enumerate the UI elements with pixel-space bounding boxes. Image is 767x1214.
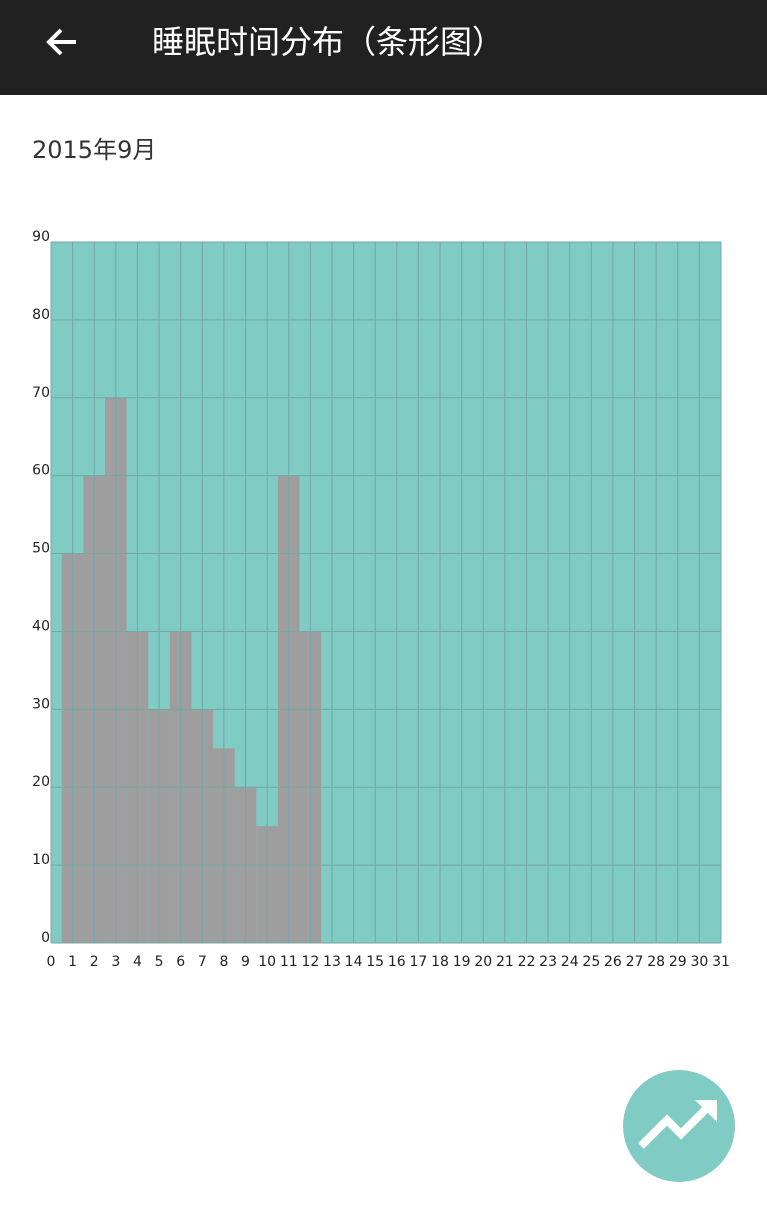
x-tick-label: 14	[345, 954, 363, 970]
fab-trend[interactable]	[623, 1070, 735, 1182]
y-tick-label: 80	[32, 307, 50, 323]
app-bar: 睡眠时间分布（条形图）	[0, 0, 767, 95]
x-tick-label: 7	[198, 954, 207, 970]
x-tick-label: 12	[301, 954, 319, 970]
x-tick-label: 22	[518, 954, 536, 970]
y-tick-label: 60	[32, 463, 50, 479]
x-tick-label: 16	[388, 954, 406, 970]
x-tick-label: 31	[712, 954, 730, 970]
x-tick-label: 13	[323, 954, 341, 970]
back-button[interactable]	[42, 22, 82, 62]
y-tick-label: 30	[32, 696, 50, 712]
x-tick-label: 6	[176, 954, 185, 970]
x-tick-label: 5	[155, 954, 164, 970]
y-tick-label: 20	[32, 774, 50, 790]
x-tick-label: 20	[474, 954, 492, 970]
x-tick-label: 2	[90, 954, 99, 970]
y-tick-label: 70	[32, 385, 50, 401]
x-tick-label: 28	[647, 954, 665, 970]
app-title: 睡眠时间分布（条形图）	[152, 23, 505, 61]
x-tick-label: 19	[453, 954, 471, 970]
x-tick-label: 27	[626, 954, 644, 970]
x-tick-label: 11	[280, 954, 298, 970]
chart: 0 1 2 3 4 5 6 7 8 9 10 11 12 13 14 15 16 17 18 19 20 21 22 23 24…	[32, 229, 730, 970]
x-tick-label: 24	[561, 954, 579, 970]
y-tick-label: 10	[32, 852, 50, 868]
x-tick-label: 25	[582, 954, 600, 970]
x-tick-label: 29	[669, 954, 687, 970]
y-tick-label: 90	[32, 229, 50, 245]
x-tick-label: 18	[431, 954, 449, 970]
y-tick-label: 50	[32, 541, 50, 557]
x-tick-label: 8	[219, 954, 228, 970]
y-tick-label: 0	[41, 930, 50, 946]
x-tick-label: 21	[496, 954, 514, 970]
x-tick-label: 0	[47, 954, 56, 970]
x-tick-label: 23	[539, 954, 557, 970]
date-label: 2015年9月	[32, 136, 157, 164]
x-tick-label: 26	[604, 954, 622, 970]
x-tick-label: 15	[366, 954, 384, 970]
x-tick-label: 1	[68, 954, 77, 970]
x-tick-label: 30	[690, 954, 708, 970]
y-tick-label: 40	[32, 618, 50, 634]
x-tick-label: 10	[258, 954, 276, 970]
x-tick-label: 4	[133, 954, 142, 970]
x-tick-label: 9	[241, 954, 250, 970]
x-tick-label: 17	[410, 954, 428, 970]
x-tick-label: 3	[111, 954, 120, 970]
